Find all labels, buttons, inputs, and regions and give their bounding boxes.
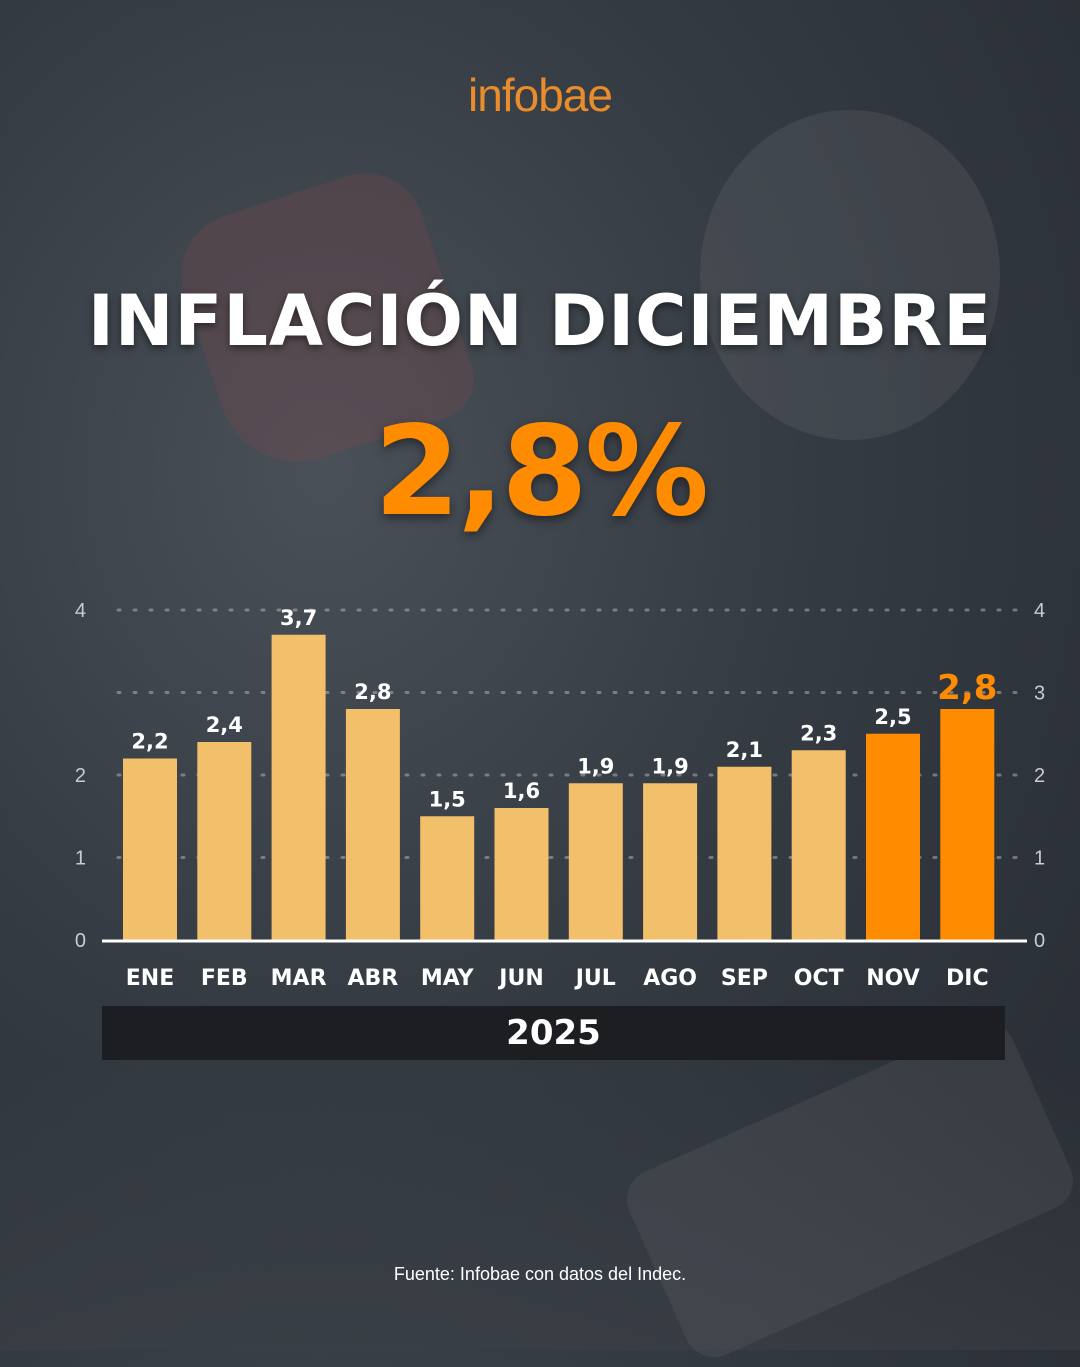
y-tick-right-4: 4 bbox=[1034, 600, 1045, 622]
x-tick-feb: FEB bbox=[201, 966, 248, 991]
x-tick-sep: SEP bbox=[721, 966, 768, 991]
bar-ago bbox=[643, 783, 698, 940]
value-label-abr: 2,8 bbox=[354, 680, 391, 704]
y-tick-left-4: 4 bbox=[75, 600, 86, 622]
value-label-jul: 1,9 bbox=[577, 754, 614, 778]
x-tick-jul: JUL bbox=[574, 966, 616, 991]
y-tick-right-1: 1 bbox=[1034, 848, 1045, 870]
bar-jun bbox=[494, 808, 549, 940]
x-tick-ago: AGO bbox=[643, 966, 697, 991]
y-tick-left-2: 2 bbox=[75, 765, 86, 787]
inflation-bar-chart: 0 1 2 4 0 1 2 3 4 2,2 ENE 2,4 FEB 3,7 MAR 2,8 ABR 1,5 MAY 1… bbox=[74, 600, 1046, 991]
brand-logo: infobae bbox=[468, 69, 613, 121]
value-label-nov: 2,5 bbox=[874, 705, 911, 729]
value-label-ene: 2,2 bbox=[131, 730, 168, 754]
bar-mar bbox=[271, 634, 326, 940]
x-tick-oct: OCT bbox=[794, 966, 844, 991]
background-bottom-shade bbox=[0, 1060, 1080, 1350]
x-tick-ene: ENE bbox=[126, 966, 174, 991]
bar-may bbox=[420, 816, 475, 940]
x-tick-nov: NOV bbox=[866, 966, 920, 991]
value-label-sep: 2,1 bbox=[726, 738, 763, 762]
x-tick-abr: ABR bbox=[348, 966, 399, 991]
x-tick-mar: MAR bbox=[271, 966, 327, 991]
value-label-oct: 2,3 bbox=[800, 721, 837, 745]
year-band bbox=[102, 1006, 1005, 1060]
bar-abr bbox=[345, 709, 400, 940]
bar-jul bbox=[568, 783, 623, 940]
y-tick-right-3: 3 bbox=[1034, 683, 1045, 705]
value-label-mar: 3,7 bbox=[280, 606, 317, 630]
year-label: 2025 bbox=[506, 1013, 601, 1053]
page-title: INFLACIÓN DICIEMBRE bbox=[87, 280, 993, 362]
x-tick-may: MAY bbox=[421, 966, 475, 991]
bar-ene bbox=[123, 758, 177, 940]
y-tick-right-0: 0 bbox=[1034, 930, 1045, 952]
bar-nov bbox=[866, 733, 920, 940]
source-note: Fuente: Infobae con datos del Indec. bbox=[393, 1264, 687, 1284]
y-tick-left-0: 0 bbox=[75, 930, 86, 952]
y-tick-left-1: 1 bbox=[75, 848, 86, 870]
background-banknote-shape bbox=[617, 1013, 1080, 1367]
bar-oct bbox=[791, 750, 846, 940]
value-label-ago: 1,9 bbox=[651, 754, 688, 778]
bar-dic bbox=[940, 709, 995, 940]
headline-value: 2,8% bbox=[374, 400, 709, 544]
x-tick-jun: JUN bbox=[497, 966, 543, 991]
bar-sep bbox=[717, 766, 772, 940]
value-label-feb: 2,4 bbox=[206, 713, 243, 737]
y-tick-right-2: 2 bbox=[1034, 765, 1045, 787]
value-label-may: 1,5 bbox=[429, 787, 466, 811]
value-label-jun: 1,6 bbox=[503, 779, 540, 803]
value-label-dic: 2,8 bbox=[937, 668, 997, 708]
x-tick-dic: DIC bbox=[946, 966, 989, 991]
bar-feb bbox=[197, 742, 252, 940]
